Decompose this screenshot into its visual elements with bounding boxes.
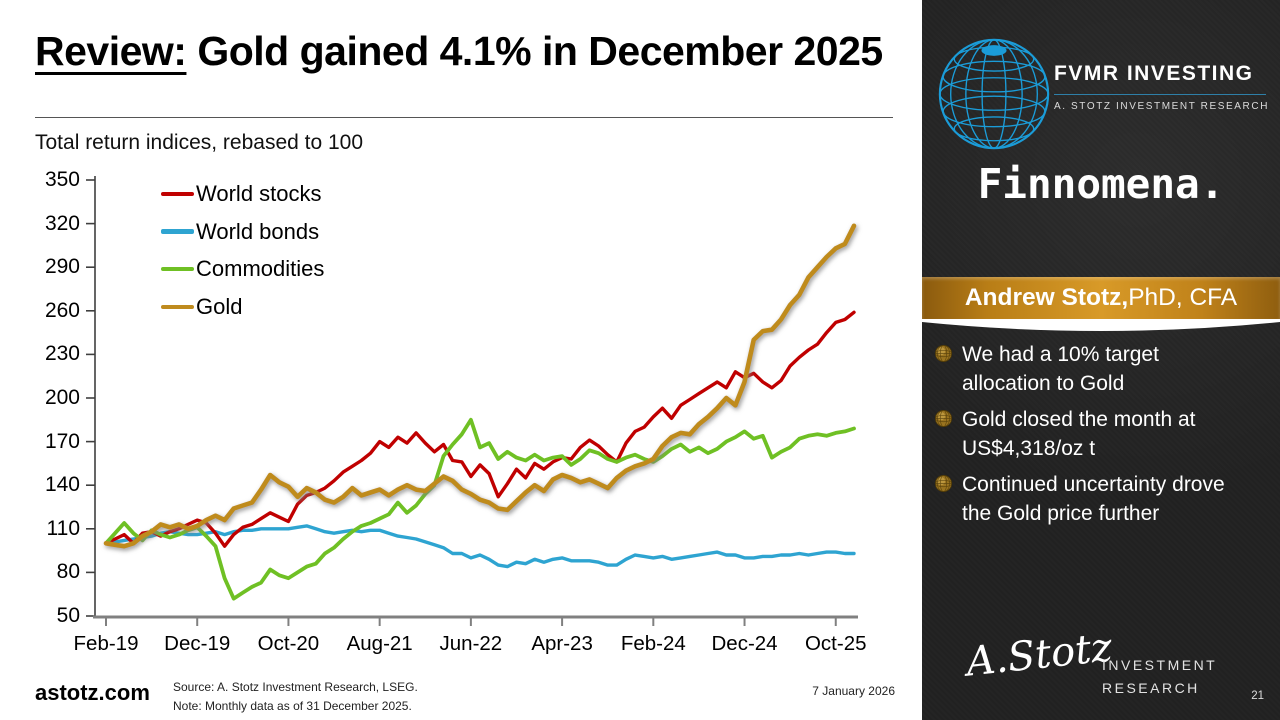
legend-swatch — [161, 229, 194, 234]
title-rest: Gold gained 4.1% in December 2025 — [186, 28, 883, 74]
x-tick-label: Feb-19 — [73, 632, 139, 655]
series-line-commodities — [104, 417, 856, 601]
globe-logo-icon — [938, 38, 1050, 150]
bullet-item: Continued uncertainty drove the Gold pri… — [934, 470, 1268, 528]
y-tick-label: 80 — [56, 560, 80, 584]
y-tick-label: 140 — [44, 473, 80, 497]
legend-label: Gold — [196, 293, 243, 319]
bullet-list: We had a 10% target allocation to Gold Go… — [934, 340, 1268, 535]
y-tick-label: 230 — [44, 342, 80, 366]
chart-axes — [86, 176, 858, 626]
legend-item: World bonds — [161, 217, 319, 247]
y-tick-label: 290 — [44, 255, 80, 279]
legend-item: Gold — [161, 292, 242, 322]
title-review-label: Review: — [35, 28, 187, 74]
y-tick-label: 320 — [44, 211, 80, 235]
brand-block: FVMR INVESTING A. STOTZ INVESTMENT RESEA… — [1054, 62, 1274, 112]
author-credentials: PhD, CFA — [1128, 284, 1238, 311]
source-note: Source: A. Stotz Investment Research, LS… — [173, 678, 418, 716]
page-title: Review: Gold gained 4.1% in December 202… — [35, 28, 883, 75]
x-tick-label: Feb-24 — [620, 632, 686, 655]
y-tick-label: 110 — [46, 516, 80, 540]
x-tick-label: Dec-19 — [164, 632, 231, 655]
y-tick-label: 170 — [44, 429, 80, 453]
x-tick-label: Oct-20 — [257, 632, 320, 655]
brand-name: FVMR INVESTING — [1054, 62, 1254, 85]
chart-subtitle: Total return indices, rebased to 100 — [35, 131, 364, 154]
title-divider — [35, 117, 893, 118]
legend-swatch — [161, 191, 194, 197]
source-line: Source: A. Stotz Investment Research, LS… — [173, 680, 418, 694]
author-banner: Andrew Stotz, PhD, CFA — [922, 277, 1280, 319]
bullet-text: We had a 10% target allocation to Gold — [962, 343, 1159, 395]
gold-globe-bullet-icon — [934, 474, 953, 493]
gold-globe-bullet-icon — [934, 344, 953, 363]
y-tick-label: 350 — [44, 168, 80, 191]
legend-swatch — [161, 304, 194, 310]
logo-line1: INVESTMENT — [1102, 657, 1218, 673]
banner-swoosh — [922, 319, 1280, 331]
logo-line2: RESEARCH — [1102, 680, 1200, 696]
gold-globe-bullet-icon — [934, 409, 953, 428]
y-tick-label: 260 — [44, 298, 80, 322]
sidebar: FVMR INVESTING A. STOTZ INVESTMENT RESEA… — [922, 0, 1280, 720]
slide-date: 7 January 2026 — [812, 684, 895, 698]
y-tick-label: 200 — [44, 386, 80, 409]
x-tick-label: Jun-22 — [439, 632, 503, 655]
bullet-text: Gold closed the month at US$4,318/oz t — [962, 408, 1196, 460]
signature-logo: A.Stotz — [963, 624, 1115, 686]
page-number: 21 — [1251, 690, 1264, 702]
bullet-text: Continued uncertainty drove the Gold pri… — [962, 473, 1225, 525]
legend-label: Commodities — [196, 256, 325, 282]
legend-label: World stocks — [196, 181, 322, 206]
x-tick-label: Apr-23 — [531, 632, 593, 655]
chart-series — [103, 223, 857, 601]
bullet-item: Gold closed the month at US$4,318/oz t — [934, 405, 1268, 463]
series-line-world-bonds — [104, 524, 856, 569]
x-tick-label: Oct-25 — [804, 632, 867, 655]
investment-research-label: INVESTMENT RESEARCH — [1102, 654, 1217, 700]
legend-swatch — [161, 266, 194, 272]
legend-item: Commodities — [161, 254, 324, 284]
partner-logo: Finnomena. — [977, 160, 1225, 208]
series-line-world-stocks — [104, 310, 856, 548]
x-tick-label: Dec-24 — [711, 632, 778, 655]
x-tick-label: Aug-21 — [346, 632, 413, 655]
legend-item: World stocks — [161, 179, 322, 209]
brand-subtitle: A. STOTZ INVESTMENT RESEARCH — [1054, 101, 1270, 112]
bullet-item: We had a 10% target allocation to Gold — [934, 340, 1268, 398]
brand-divider — [1054, 94, 1266, 95]
author-name: Andrew Stotz, — [964, 284, 1129, 311]
series-line-gold — [103, 223, 857, 549]
content-area: Review: Gold gained 4.1% in December 202… — [35, 28, 895, 716]
y-tick-label: 50 — [56, 604, 80, 627]
line-chart — [86, 176, 858, 626]
website-link[interactable]: astotz.com — [35, 680, 150, 705]
note-line: Note: Monthly data as of 31 December 202… — [173, 699, 412, 713]
legend-label: World bonds — [196, 218, 320, 244]
